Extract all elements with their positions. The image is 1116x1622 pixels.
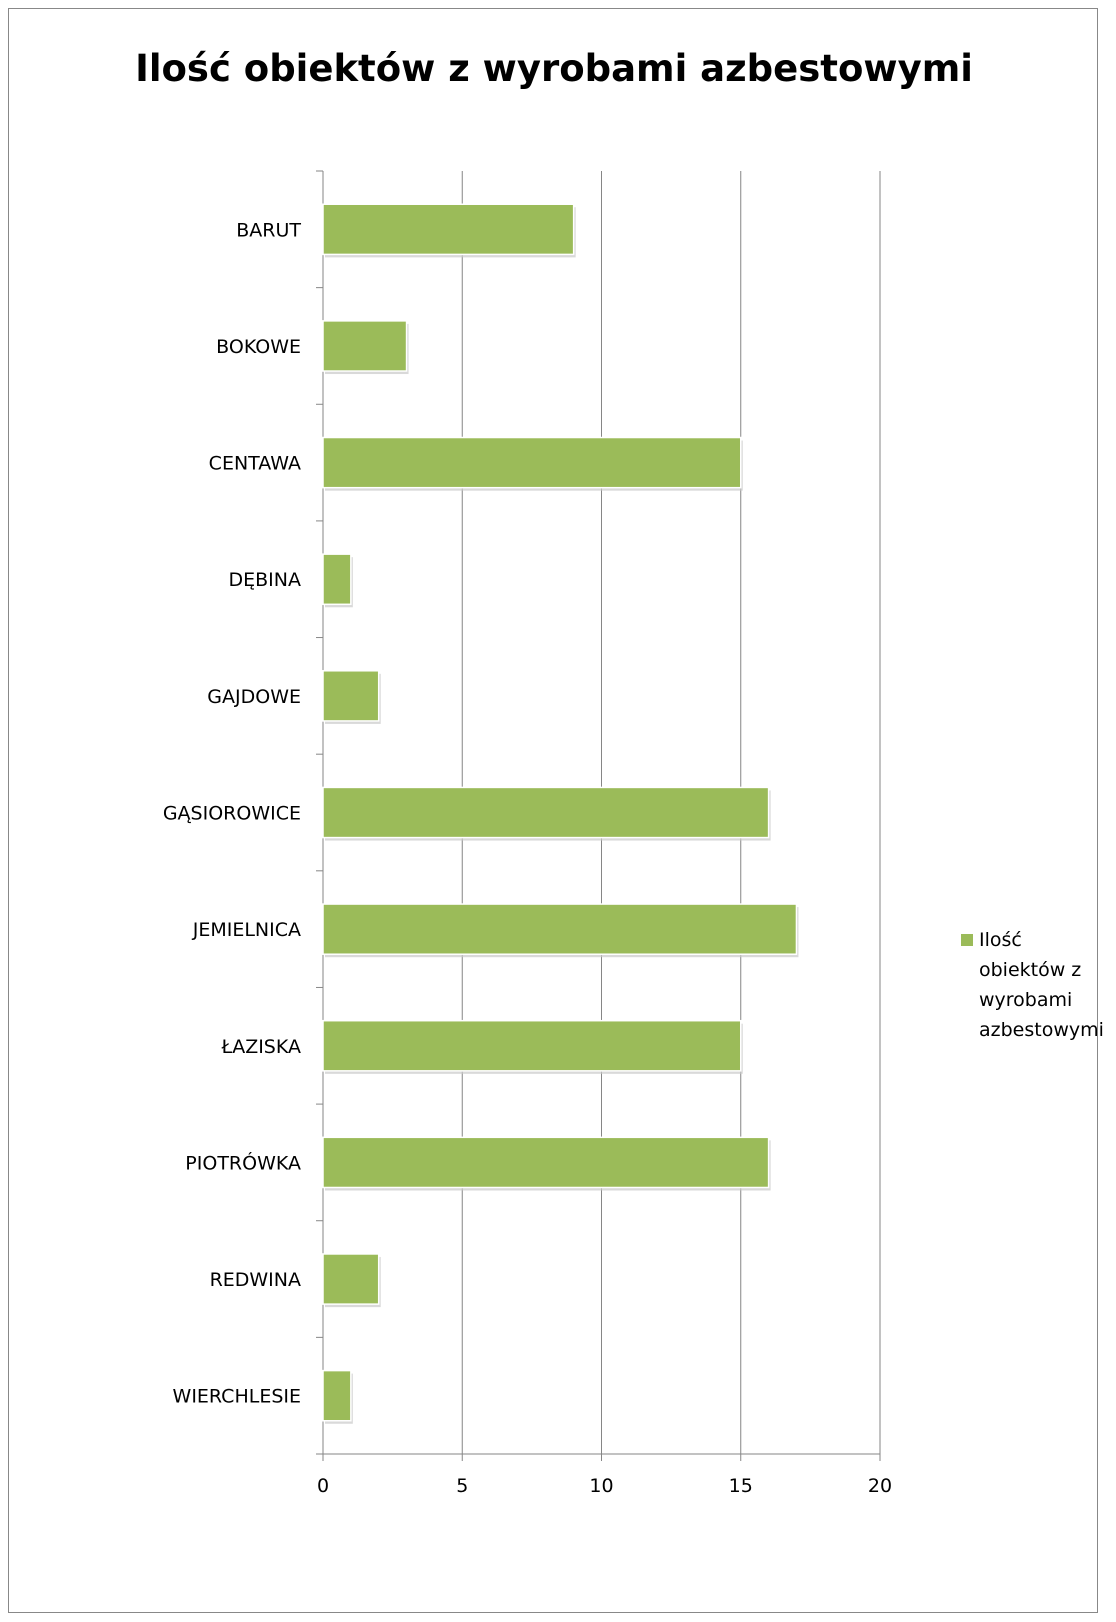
category-label: CENTAWA	[209, 453, 301, 475]
category-label: DĘBINA	[229, 569, 301, 591]
bar-dębina	[322, 553, 352, 606]
x-tick-label: 0	[317, 1475, 329, 1497]
x-tick-label: 10	[589, 1475, 613, 1497]
bar-gajdowe	[322, 670, 380, 722]
bar-łaziska	[322, 1019, 742, 1072]
category-label: WIERCHLESIE	[173, 1386, 301, 1408]
x-tick-label: 5	[456, 1475, 468, 1497]
plot-area: 0 5 10 15 20 BARUT BOKOWE CENTAWA DĘBINA GAJDOWE G…	[163, 170, 892, 1497]
category-label: REDWINA	[210, 1269, 301, 1291]
x-tick-label: 20	[868, 1475, 892, 1497]
x-tick-label: 15	[729, 1475, 753, 1497]
category-label: GĄSIOROWICE	[163, 803, 301, 825]
category-label: ŁAZISKA	[221, 1036, 301, 1058]
bar-bokowe	[322, 320, 408, 372]
bar-piotrówka	[322, 1136, 770, 1189]
category-label: BOKOWE	[216, 336, 301, 358]
chart-title: Ilość obiektów z wyrobami azbestowymi	[135, 47, 973, 90]
bar-wierchlesie	[322, 1369, 352, 1422]
category-label: BARUT	[236, 219, 301, 241]
chart-frame: Ilość obiektów z wyrobami azbestowymi 0 5…	[8, 8, 1104, 1613]
legend-label: Ilość obiektów z wyrobami azbestowymi	[979, 929, 1104, 1041]
category-label: JEMIELNICA	[192, 919, 301, 941]
category-label: GAJDOWE	[207, 686, 301, 708]
legend-swatch	[961, 934, 973, 946]
bar-gąsiorowice	[322, 786, 770, 839]
bar-redwina	[322, 1253, 380, 1305]
bar-barut	[322, 203, 575, 256]
category-label: PIOTRÓWKA	[185, 1150, 301, 1174]
bar-jemielnica	[322, 903, 798, 955]
bar-centawa	[322, 436, 742, 489]
